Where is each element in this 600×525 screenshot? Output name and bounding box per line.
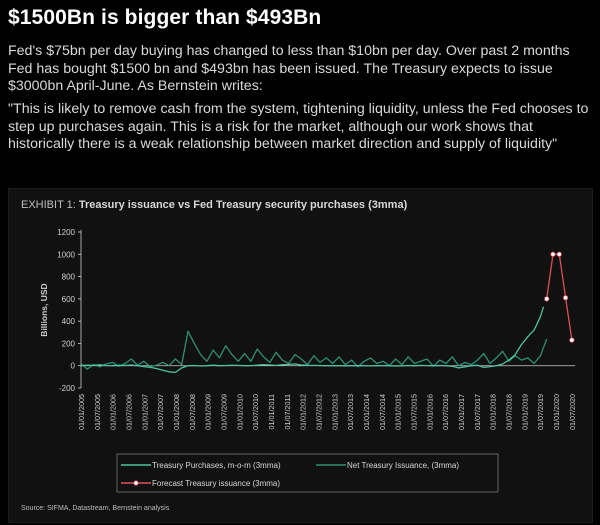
y-tick-label: 800 — [62, 273, 76, 282]
x-tick-label: 01/01/2018 — [489, 394, 498, 430]
x-tick-label: 01/01/2011 — [267, 394, 276, 429]
x-tick-label: 01/07/2014 — [378, 394, 387, 430]
chart-panel: EXHIBIT 1: Treasury issuance vs Fed Trea… — [8, 188, 593, 523]
y-axis-title: Billions, USD — [39, 283, 49, 336]
x-tick-label: 01/01/2010 — [235, 394, 244, 430]
y-tick-label: 200 — [62, 339, 76, 348]
legend-label-forecast: Forecast Treasury issuance (3mma) — [152, 479, 280, 488]
forecast-point — [569, 337, 575, 343]
x-tick-label: 01/01/2017 — [457, 394, 466, 430]
x-tick-label: 01/01/2008 — [172, 394, 181, 430]
y-tick-label: 600 — [62, 295, 76, 304]
exhibit-label: EXHIBIT 1: — [21, 199, 76, 211]
x-tick-label: 01/01/2007 — [140, 394, 149, 430]
x-tick-label: 01/01/2020 — [552, 394, 561, 430]
x-tick-label: 01/07/2007 — [156, 394, 165, 430]
y-tick-label: 0 — [71, 362, 76, 371]
x-tick-label: 01/07/2018 — [505, 394, 514, 430]
forecast-point — [544, 296, 550, 302]
forecast-point — [550, 251, 556, 257]
chart-svg: -200 0 200 400 600 800 1000 1200 Billions, USD 01… — [39, 228, 577, 493]
legend-box — [116, 453, 499, 493]
x-tick-label: 01/07/2013 — [346, 394, 355, 430]
headline: $1500Bn is bigger than $493Bn — [8, 6, 322, 29]
y-tick-label: 1000 — [57, 250, 75, 259]
series-line-purchases — [80, 306, 545, 374]
x-tick-label: 01/01/2019 — [520, 394, 529, 430]
x-tick-label: 01/01/2009 — [204, 394, 213, 430]
x-tick-label: 01/07/2006 — [125, 394, 134, 430]
x-tick-label: 01/01/2012 — [299, 394, 308, 430]
y-tick-label: -200 — [59, 384, 76, 393]
x-tick-label: 01/01/2016 — [425, 394, 434, 430]
legend-label-purchases: Treasury Purchases, m-o-m (3mma) — [152, 461, 281, 470]
y-tick-label: 400 — [62, 317, 76, 326]
chart-title: EXHIBIT 1: Treasury issuance vs Fed Trea… — [21, 199, 407, 211]
x-tick-label: 01/07/2005 — [93, 394, 102, 430]
x-tick-label: 01/07/2008 — [188, 394, 197, 430]
x-tick-label: 01/07/2012 — [315, 394, 324, 430]
legend-marker-forecast — [133, 480, 139, 486]
x-tick-label: 01/07/2017 — [473, 394, 482, 430]
chart-source: Source: SIFMA, Datastream, Bernstein ana… — [21, 505, 170, 512]
x-tick-label: 01/01/2005 — [77, 394, 86, 430]
chart-title-text: Treasury issuance vs Fed Treasury securi… — [78, 199, 408, 211]
x-tick-label: 01/01/2006 — [109, 394, 118, 430]
x-tick-label: 01/01/2014 — [362, 394, 371, 430]
x-tick-label: 01/07/2011 — [283, 394, 292, 429]
x-tick-label: 01/01/2015 — [394, 394, 403, 430]
x-tick-label: 01/07/2019 — [536, 394, 545, 430]
intro-paragraph: Fed's $75bn per day buying has changed t… — [8, 43, 570, 94]
x-tick-label: 01/07/2016 — [441, 394, 450, 430]
forecast-point — [562, 295, 569, 301]
x-tick-label: 01/07/2015 — [410, 394, 419, 430]
y-tick-label: 1200 — [57, 228, 75, 237]
forecast-point — [556, 251, 562, 257]
legend-label-issuance: Net Treasury Issuance, (3mma) — [347, 461, 459, 470]
series-line-forecast — [546, 253, 573, 341]
series-line-issuance — [80, 330, 548, 370]
x-tick-label: 01/01/2013 — [330, 394, 339, 430]
x-tick-label: 01/07/2020 — [568, 394, 577, 430]
x-tick-label: 01/07/2009 — [220, 394, 229, 430]
quote-paragraph: "This is likely to remove cash from the … — [8, 101, 589, 152]
x-tick-label: 01/07/2010 — [251, 394, 260, 430]
